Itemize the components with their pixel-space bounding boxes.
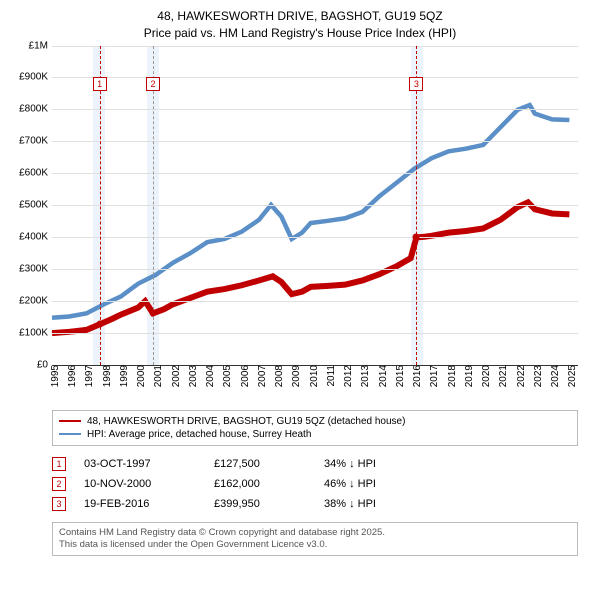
sale-event-marker: 3 bbox=[409, 77, 423, 91]
x-axis-label: 2010 bbox=[309, 365, 313, 387]
sale-event-line bbox=[100, 46, 101, 365]
x-axis-label: 2007 bbox=[257, 365, 261, 387]
footer-line1: Contains HM Land Registry data © Crown c… bbox=[59, 527, 571, 539]
y-axis-label: £100K bbox=[19, 327, 48, 338]
x-axis-label: 2016 bbox=[412, 365, 416, 387]
y-axis-label: £400K bbox=[19, 231, 48, 242]
sales-row-price: £127,500 bbox=[214, 458, 324, 470]
gridline bbox=[52, 141, 578, 142]
gridline bbox=[52, 109, 578, 110]
x-axis-label: 2001 bbox=[153, 365, 157, 387]
x-axis-label: 2025 bbox=[567, 365, 571, 387]
gridline bbox=[52, 237, 578, 238]
gridline bbox=[52, 301, 578, 302]
sale-event-line bbox=[153, 46, 154, 365]
x-axis-label: 1999 bbox=[119, 365, 123, 387]
y-axis-label: £200K bbox=[19, 295, 48, 306]
y-axis-label: £0 bbox=[37, 359, 48, 370]
sales-row-date: 19-FEB-2016 bbox=[84, 498, 214, 510]
chart-title: 48, HAWKESWORTH DRIVE, BAGSHOT, GU19 5QZ… bbox=[12, 8, 588, 42]
y-axis-label: £300K bbox=[19, 263, 48, 274]
sales-table: 1 03-OCT-1997£127,50034% ↓ HPI 2 10-NOV-200… bbox=[52, 454, 578, 514]
sale-event-line bbox=[416, 46, 417, 365]
legend-label: 48, HAWKESWORTH DRIVE, BAGSHOT, GU19 5QZ… bbox=[87, 416, 405, 427]
sales-row-price: £162,000 bbox=[214, 478, 324, 490]
gridline bbox=[52, 333, 578, 334]
x-axis-label: 2011 bbox=[326, 365, 330, 387]
sales-row-date: 10-NOV-2000 bbox=[84, 478, 214, 490]
x-axis-label: 1995 bbox=[50, 365, 54, 387]
sale-event-dot bbox=[413, 234, 420, 241]
sale-event-dot bbox=[150, 309, 157, 316]
x-axis-label: 2012 bbox=[343, 365, 347, 387]
x-axis-label: 2014 bbox=[378, 365, 382, 387]
sales-row: 1 03-OCT-1997£127,50034% ↓ HPI bbox=[52, 454, 578, 474]
sale-event-dot bbox=[96, 320, 103, 327]
plot-area: £0£100K£200K£300K£400K£500K£600K£700K£80… bbox=[52, 46, 578, 366]
footer-attribution: Contains HM Land Registry data © Crown c… bbox=[52, 522, 578, 557]
gridline bbox=[52, 205, 578, 206]
sale-event-marker: 2 bbox=[146, 77, 160, 91]
sales-row-marker: 3 bbox=[52, 497, 66, 511]
y-axis-label: £1M bbox=[29, 40, 48, 51]
gridline bbox=[52, 269, 578, 270]
sales-row: 2 10-NOV-2000£162,00046% ↓ HPI bbox=[52, 474, 578, 494]
footer-line2: This data is licensed under the Open Gov… bbox=[59, 539, 571, 551]
x-axis-label: 2000 bbox=[136, 365, 140, 387]
x-axis-label: 2008 bbox=[274, 365, 278, 387]
y-axis-label: £600K bbox=[19, 168, 48, 179]
x-axis-label: 2006 bbox=[240, 365, 244, 387]
sale-event-marker: 1 bbox=[93, 77, 107, 91]
x-axis-label: 2022 bbox=[516, 365, 520, 387]
legend-item: HPI: Average price, detached house, Surr… bbox=[59, 428, 571, 441]
x-axis-label: 2024 bbox=[550, 365, 554, 387]
x-axis-label: 2004 bbox=[205, 365, 209, 387]
legend-label: HPI: Average price, detached house, Surr… bbox=[87, 429, 311, 440]
sales-row-delta: 38% ↓ HPI bbox=[324, 498, 578, 510]
x-axis-label: 1998 bbox=[102, 365, 106, 387]
x-axis-label: 2021 bbox=[498, 365, 502, 387]
title-line1: 48, HAWKESWORTH DRIVE, BAGSHOT, GU19 5QZ bbox=[12, 8, 588, 25]
gridline bbox=[52, 173, 578, 174]
y-axis-label: £900K bbox=[19, 72, 48, 83]
gridline bbox=[52, 77, 578, 78]
x-axis-label: 1997 bbox=[84, 365, 88, 387]
x-axis-label: 2020 bbox=[481, 365, 485, 387]
x-axis-label: 2015 bbox=[395, 365, 399, 387]
x-axis-label: 2023 bbox=[533, 365, 537, 387]
sales-row-date: 03-OCT-1997 bbox=[84, 458, 214, 470]
sales-row-marker: 1 bbox=[52, 457, 66, 471]
legend-swatch bbox=[59, 433, 81, 435]
legend-item: 48, HAWKESWORTH DRIVE, BAGSHOT, GU19 5QZ… bbox=[59, 415, 571, 428]
sales-row: 3 19-FEB-2016£399,95038% ↓ HPI bbox=[52, 494, 578, 514]
x-axis-label: 2017 bbox=[429, 365, 433, 387]
legend: 48, HAWKESWORTH DRIVE, BAGSHOT, GU19 5QZ… bbox=[52, 410, 578, 446]
x-axis-label: 2009 bbox=[291, 365, 295, 387]
x-axis-label: 1996 bbox=[67, 365, 71, 387]
sales-row-price: £399,950 bbox=[214, 498, 324, 510]
x-axis-label: 2019 bbox=[464, 365, 468, 387]
x-axis-label: 2005 bbox=[222, 365, 226, 387]
sales-row-delta: 46% ↓ HPI bbox=[324, 478, 578, 490]
sales-row-marker: 2 bbox=[52, 477, 66, 491]
y-axis-label: £700K bbox=[19, 136, 48, 147]
chart-area: £0£100K£200K£300K£400K£500K£600K£700K£80… bbox=[52, 46, 578, 406]
x-axis-label: 2003 bbox=[188, 365, 192, 387]
x-axis-label: 2013 bbox=[360, 365, 364, 387]
x-axis-label: 2018 bbox=[447, 365, 451, 387]
y-axis-label: £800K bbox=[19, 104, 48, 115]
title-line2: Price paid vs. HM Land Registry's House … bbox=[12, 25, 588, 42]
chart-container: 48, HAWKESWORTH DRIVE, BAGSHOT, GU19 5QZ… bbox=[0, 0, 600, 590]
sales-row-delta: 34% ↓ HPI bbox=[324, 458, 578, 470]
y-axis-label: £500K bbox=[19, 200, 48, 211]
gridline bbox=[52, 46, 578, 47]
legend-swatch bbox=[59, 420, 81, 422]
x-axis-label: 2002 bbox=[171, 365, 175, 387]
